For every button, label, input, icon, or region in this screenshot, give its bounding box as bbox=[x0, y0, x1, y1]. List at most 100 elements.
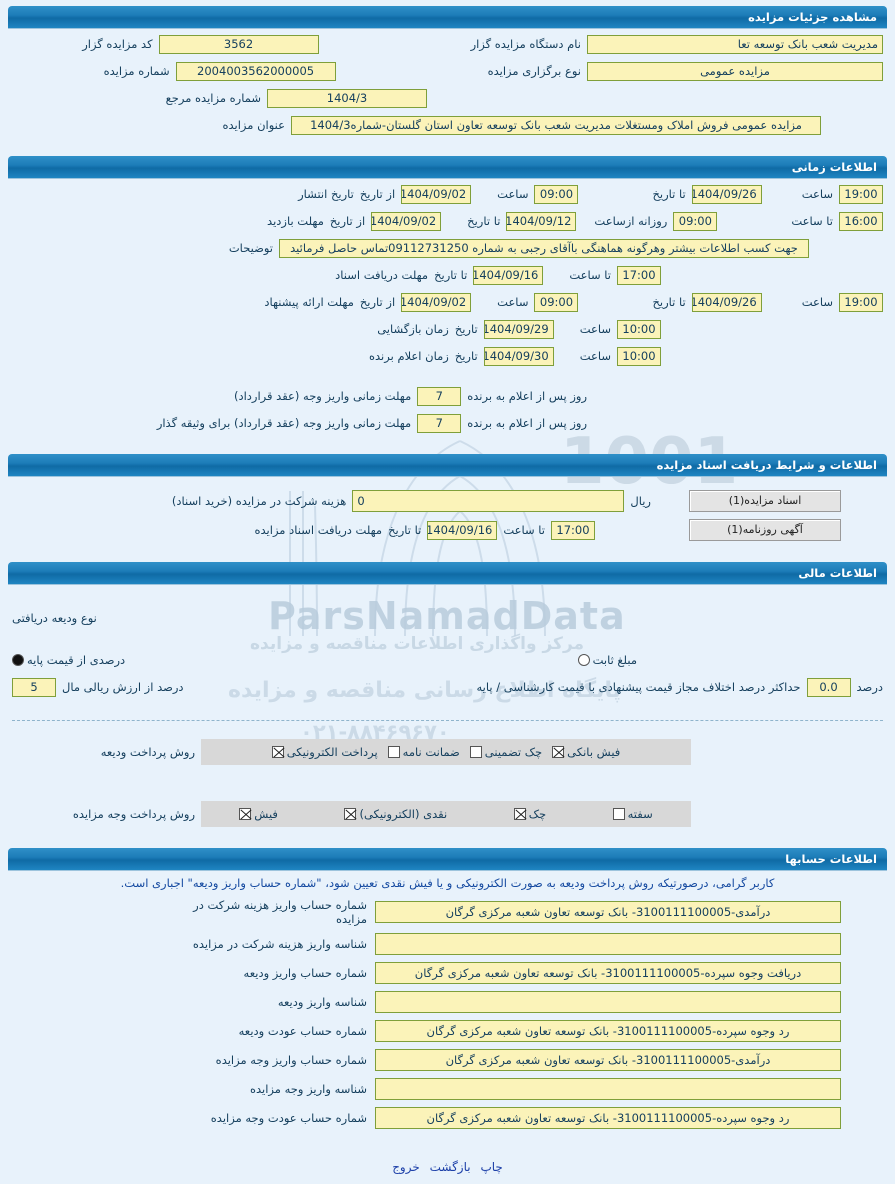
section-body-docs: اسناد مزایده(1) ریال 0 هزینه شرکت در مزا… bbox=[0, 476, 895, 556]
auction-documents-button[interactable]: اسناد مزایده(1) bbox=[689, 490, 841, 512]
section-body-timing: 19:00 ساعت 1404/09/26 تا تاریخ 09:00 ساع… bbox=[0, 178, 895, 448]
opening-time-field[interactable]: 10:00 bbox=[617, 319, 661, 339]
deposit-method-checkbox-3[interactable] bbox=[469, 746, 482, 758]
visit-daily-from-field[interactable]: 09:00 bbox=[673, 211, 718, 231]
percent-of-base-option[interactable]: درصدی از قیمت پایه bbox=[12, 653, 125, 667]
deposit-method-checkbox-2[interactable] bbox=[387, 746, 400, 758]
winner-label: زمان اعلام برنده bbox=[368, 349, 449, 363]
divider-financial bbox=[12, 720, 883, 721]
account-row: درآمدی-3100111100005- بانک توسعه تعاون ش… bbox=[12, 898, 883, 926]
payment-days-label: مهلت زمانی واریز وجه (عقد قرارداد) bbox=[234, 389, 412, 403]
deposit-method-label-4: فیش بانکی bbox=[567, 745, 621, 759]
deposit-method-item-2[interactable]: ضمانت نامه bbox=[387, 745, 460, 759]
offer-from-time-label: ساعت bbox=[497, 295, 529, 309]
org-name-field[interactable]: مدیریت شعب بانک توسعه تعا bbox=[587, 34, 883, 54]
auction-payment-checkbox-3[interactable] bbox=[513, 808, 526, 820]
section-body-financial: نوع ودیعه دریافتی مبلغ ثابت درصدی از قیم… bbox=[0, 584, 895, 712]
reference-number-field[interactable]: 1404/3 bbox=[267, 88, 427, 108]
payment-days2-field[interactable]: 7 bbox=[417, 413, 462, 433]
auction-payment-checkbox-4[interactable] bbox=[612, 808, 625, 820]
account-label-4: شناسه واریز ودیعه bbox=[277, 995, 367, 1009]
account-value-2[interactable] bbox=[375, 933, 841, 955]
auction-subject-field[interactable]: مزایده عمومی فروش املاک ومستغلات مدیریت … bbox=[291, 115, 821, 135]
payment-days-field[interactable]: 7 bbox=[417, 386, 462, 406]
publish-to-date-field[interactable]: 1404/09/26 bbox=[691, 184, 762, 204]
fixed-amount-option[interactable]: مبلغ ثابت bbox=[577, 653, 637, 667]
account-row: شناسه واریز ودیعه bbox=[12, 991, 883, 1013]
account-row: رد وجوه سپرده-3100111100005- بانک توسعه … bbox=[12, 1107, 883, 1129]
percent-of-base-radio-icon[interactable] bbox=[12, 654, 24, 666]
deposit-method-item-1[interactable]: پرداخت الکترونیکی bbox=[271, 745, 378, 759]
offer-deadline-label: مهلت ارائه پیشنهاد bbox=[264, 295, 354, 309]
winner-date-field[interactable]: 1404/09/30 bbox=[483, 346, 554, 366]
payment-days2-suffix: روز پس از اعلام به برنده bbox=[467, 416, 587, 430]
offer-to-time-field[interactable]: 19:00 bbox=[839, 292, 883, 312]
offer-from-date-label: از تاریخ bbox=[359, 295, 396, 309]
exit-link[interactable]: خروج bbox=[392, 1160, 420, 1174]
docs-deadline-time-label: تا ساعت bbox=[569, 268, 611, 282]
deposit-type-label: نوع ودیعه دریافتی bbox=[12, 611, 97, 625]
fixed-amount-label: مبلغ ثابت bbox=[592, 653, 637, 667]
opening-date-label: تاریخ bbox=[454, 322, 478, 336]
auction-payment-item-2[interactable]: نقدی (الکترونیکی) bbox=[344, 807, 447, 821]
accounts-notice: کاربر گرامی، درصورتیکه روش پرداخت ودیعه … bbox=[120, 876, 775, 890]
visit-to-time-field[interactable]: 16:00 bbox=[839, 211, 883, 231]
auction-number-field[interactable]: 2004003562000005 bbox=[175, 61, 336, 81]
visit-to-date-field[interactable]: 1404/09/12 bbox=[506, 211, 577, 231]
newspaper-ad-button[interactable]: آگهی روزنامه(1) bbox=[689, 519, 841, 541]
account-row: درآمدی-3100111100005- بانک توسعه تعاون ش… bbox=[12, 1049, 883, 1071]
visit-deadline-label: مهلت بازدید bbox=[267, 214, 324, 228]
docs-deadline-date-field[interactable]: 1404/09/16 bbox=[473, 265, 544, 285]
deposit-method-checkbox-4[interactable] bbox=[552, 746, 565, 758]
deposit-method-item-3[interactable]: چک تضمینی bbox=[469, 745, 542, 759]
offer-from-date-field[interactable]: 1404/09/02 bbox=[401, 292, 472, 312]
auction-payment-item-1[interactable]: فیش bbox=[239, 807, 278, 821]
auction-code-field[interactable]: 3562 bbox=[158, 34, 319, 54]
max-diff-field[interactable]: 0.0 bbox=[806, 677, 851, 697]
account-value-4[interactable] bbox=[375, 991, 841, 1013]
docs-receive-date-field[interactable]: 1404/09/16 bbox=[427, 520, 498, 540]
publish-from-date-field[interactable]: 1404/09/02 bbox=[401, 184, 472, 204]
account-label-7: شناسه واریز وجه مزایده bbox=[249, 1082, 367, 1096]
auction-payment-checkbox-2[interactable] bbox=[344, 808, 357, 820]
auction-payment-item-3[interactable]: چک bbox=[513, 807, 547, 821]
print-link[interactable]: چاپ bbox=[480, 1160, 503, 1174]
offer-to-date-label: تا تاریخ bbox=[652, 295, 686, 309]
opening-date-field[interactable]: 1404/09/29 bbox=[483, 319, 554, 339]
deposit-method-item-4[interactable]: فیش بانکی bbox=[552, 745, 620, 759]
description-field[interactable]: جهت کسب اطلاعات بیشتر وهرگونه هماهنگی با… bbox=[279, 238, 809, 258]
winner-time-field[interactable]: 10:00 bbox=[617, 346, 661, 366]
percent-of-value-field[interactable]: 5 bbox=[12, 677, 56, 697]
docs-receive-time-field[interactable]: 17:00 bbox=[551, 520, 595, 540]
org-name-label: نام دستگاه مزایده گزار bbox=[470, 37, 581, 51]
visit-to-date-label: تا تاریخ bbox=[467, 214, 501, 228]
auction-payment-item-4[interactable]: سفته bbox=[612, 807, 653, 821]
auction-payment-checkbox-1[interactable] bbox=[239, 808, 252, 820]
row-winner-announce: 10:00 ساعت 1404/09/30 تاریخ زمان اعلام ب… bbox=[12, 346, 883, 366]
account-label-3: شماره حساب واریز ودیعه bbox=[243, 966, 367, 980]
description-label: توضیحات bbox=[228, 241, 273, 255]
offer-to-date-field[interactable]: 1404/09/26 bbox=[691, 292, 762, 312]
auction-code-label: کد مزایده گزار bbox=[82, 37, 153, 51]
deposit-method-checkbox-1[interactable] bbox=[271, 746, 284, 758]
row-number-and-type: مزایده عمومی نوع برگزاری مزایده 20040035… bbox=[12, 61, 883, 81]
account-value-8[interactable]: رد وجوه سپرده-3100111100005- بانک توسعه … bbox=[375, 1107, 841, 1129]
section-body-payment-methods: فیش بانکی چک تضمینی ضمانت نامه پرداخت ال… bbox=[0, 729, 895, 842]
visit-from-date-field[interactable]: 1404/09/02 bbox=[371, 211, 442, 231]
auction-payment-label-4: سفته bbox=[627, 807, 653, 821]
account-value-5[interactable]: رد وجوه سپرده-3100111100005- بانک توسعه … bbox=[375, 1020, 841, 1042]
publish-to-time-field[interactable]: 19:00 bbox=[839, 184, 883, 204]
offer-from-time-field[interactable]: 09:00 bbox=[534, 292, 579, 312]
account-value-7[interactable] bbox=[375, 1078, 841, 1100]
account-row: شناسه واریز وجه مزایده bbox=[12, 1078, 883, 1100]
account-value-1[interactable]: درآمدی-3100111100005- بانک توسعه تعاون ش… bbox=[375, 901, 841, 923]
auction-payment-label-3: چک bbox=[528, 807, 547, 821]
publish-from-time-field[interactable]: 09:00 bbox=[534, 184, 579, 204]
auction-type-field[interactable]: مزایده عمومی bbox=[587, 61, 883, 81]
participation-fee-field[interactable]: 0 bbox=[352, 490, 625, 512]
fixed-amount-radio-icon[interactable] bbox=[577, 654, 590, 666]
docs-deadline-time-field[interactable]: 17:00 bbox=[617, 265, 661, 285]
back-link[interactable]: بازگشت bbox=[429, 1160, 471, 1174]
account-value-3[interactable]: دریافت وجوه سپرده-3100111100005- بانک تو… bbox=[375, 962, 841, 984]
account-value-6[interactable]: درآمدی-3100111100005- بانک توسعه تعاون ش… bbox=[375, 1049, 841, 1071]
